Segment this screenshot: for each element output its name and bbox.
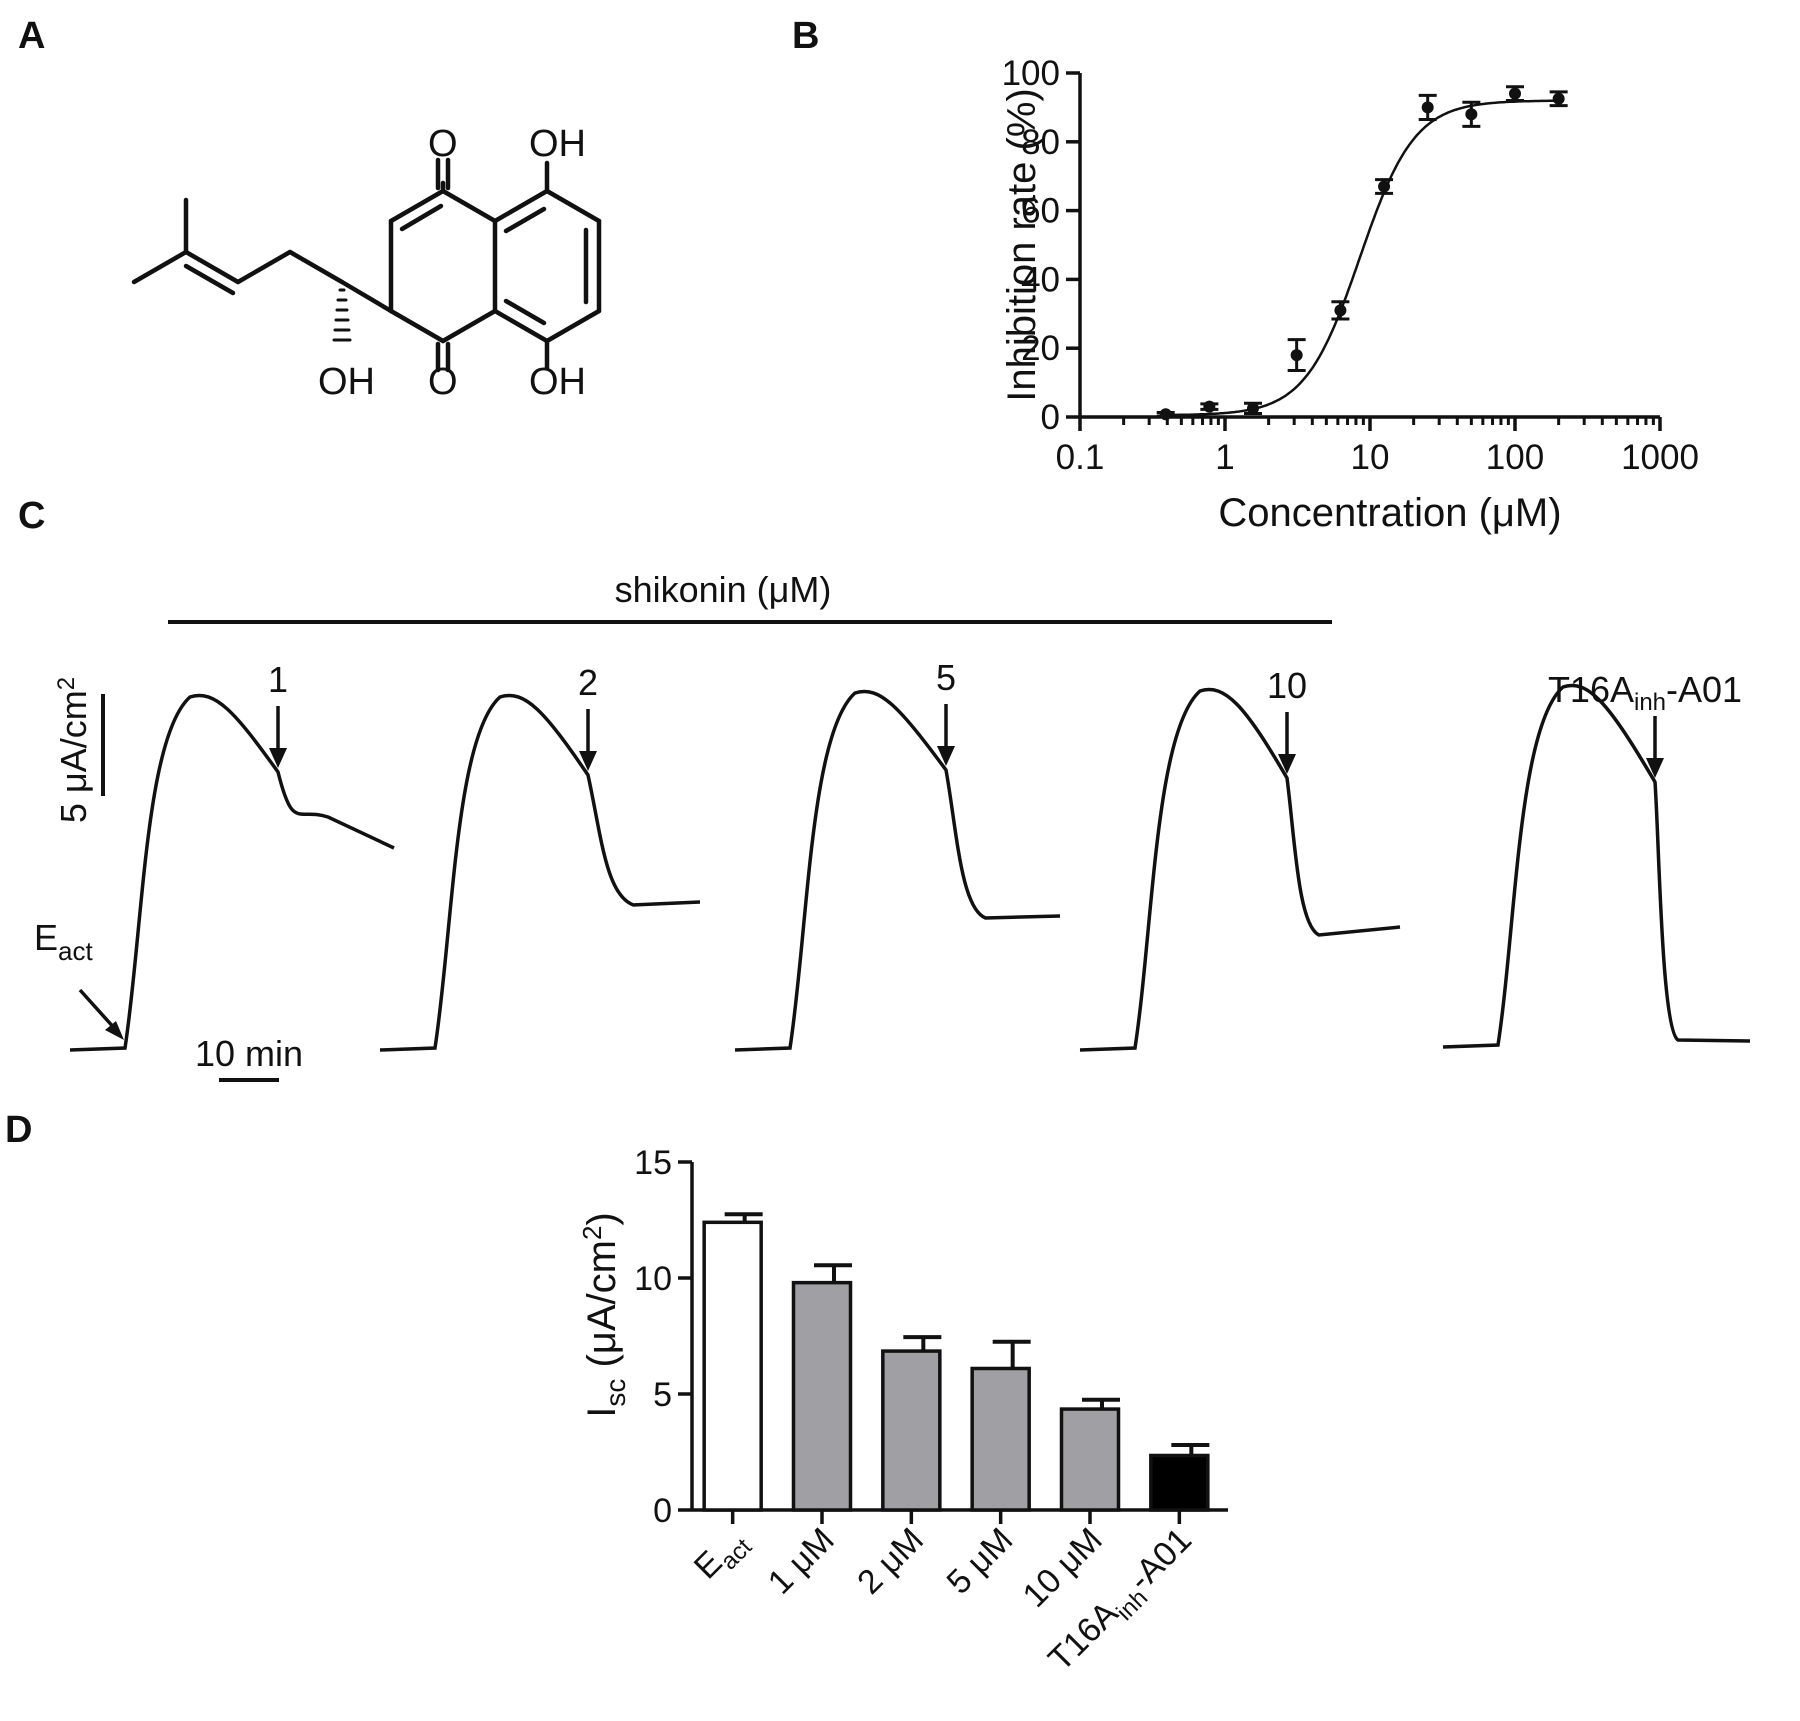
c-start-label: Eact [34, 917, 93, 966]
b-fit-curve [1165, 99, 1559, 417]
b-x-tick-label: 100 [1486, 438, 1544, 477]
b-y-tick-label: 20 [1021, 329, 1060, 368]
c-trace-label: 1 [268, 659, 288, 700]
panel-label-a: A [18, 15, 45, 57]
c-trace-arrowhead [269, 748, 287, 768]
atom-oh-side: OH [318, 361, 375, 403]
c-trace-line [379, 693, 701, 1052]
atom-oh-top: OH [529, 123, 586, 165]
panel-label-d: D [5, 1109, 32, 1151]
atom-oh-bottom: OH [529, 361, 586, 403]
d-bar [1059, 1407, 1121, 1512]
d-y-tick-label: 15 [634, 1144, 672, 1182]
d-x-tick-label: 1 μM [761, 1521, 842, 1602]
shikonin-structure [131, 157, 602, 373]
d-bar [881, 1349, 942, 1512]
c-trace-label: 2 [578, 662, 598, 703]
c-trace-label: 10 [1267, 665, 1307, 706]
d-x-tick-label: 2 μM [850, 1521, 931, 1602]
b-data-point [1552, 92, 1565, 105]
d-y-axis-label: Isc (μA/cm2) [577, 1212, 631, 1418]
c-scale-y-label: 5 μA/cm2 [53, 677, 94, 823]
d-y-tick-label: 5 [653, 1376, 672, 1414]
b-y-tick-label: 60 [1021, 192, 1060, 231]
d-y-tick-label: 0 [653, 1492, 672, 1530]
b-data-point [1203, 400, 1216, 413]
panel-label-b: B [792, 15, 819, 57]
b-data-point [1334, 304, 1347, 317]
d-x-tick-label: Eact [687, 1521, 758, 1592]
b-x-axis-label: Concentration (μM) [1218, 491, 1561, 535]
c-trace-line [734, 689, 1061, 1052]
c-trace-arrowhead [1646, 758, 1664, 778]
b-x-tick-label: 10 [1351, 438, 1390, 477]
b-x-tick-label: 1000 [1621, 438, 1699, 477]
d-bar [970, 1366, 1031, 1512]
c-trace-line [69, 693, 395, 1052]
b-data-point [1509, 87, 1521, 100]
atom-o-top: O [428, 123, 458, 165]
b-y-tick-label: 40 [1021, 260, 1060, 299]
panel-label-c: C [18, 495, 45, 537]
c-trace-arrowhead [1278, 754, 1296, 774]
d-bar [1149, 1453, 1210, 1512]
b-data-point [1465, 108, 1478, 121]
d-y-tick-label: 10 [634, 1260, 672, 1298]
b-data-point [1290, 349, 1303, 362]
c-trace-arrowhead [579, 751, 597, 771]
c-trace-label: T16Ainh-A01 [1548, 669, 1742, 716]
c-start-arrow [78, 988, 124, 1040]
c-shikonin-label: shikonin (μM) [615, 569, 832, 610]
c-scale-x-label: 10 min [195, 1033, 303, 1074]
b-data-point [1378, 180, 1391, 193]
b-x-tick-label: 0.1 [1056, 438, 1105, 477]
b-x-tick-label: 1 [1215, 438, 1234, 477]
d-bar [791, 1280, 853, 1512]
current-traces: 1 2 5 10 T16Ainh-A01 [69, 657, 1751, 1052]
c-trace-label: 5 [936, 657, 956, 698]
c-trace-line [1442, 683, 1751, 1049]
b-y-tick-label: 80 [1021, 123, 1060, 162]
dose-response-chart: 0 20 40 60 80 100 0.1 1 10 100 1000 [1002, 54, 1699, 477]
b-y-axis-label: Inhibition rate (%) [1000, 88, 1044, 401]
c-trace-line [1079, 687, 1401, 1052]
b-data-point [1421, 101, 1434, 114]
c-trace-arrowhead [937, 746, 955, 766]
b-y-tick-label: 100 [1002, 54, 1060, 93]
d-bar [702, 1220, 763, 1512]
atom-o-bottom: O [428, 361, 458, 403]
b-data-point [1247, 402, 1260, 415]
b-data-point [1159, 408, 1172, 421]
d-x-tick-label: 5 μM [940, 1521, 1021, 1602]
b-y-tick-label: 0 [1041, 398, 1060, 437]
